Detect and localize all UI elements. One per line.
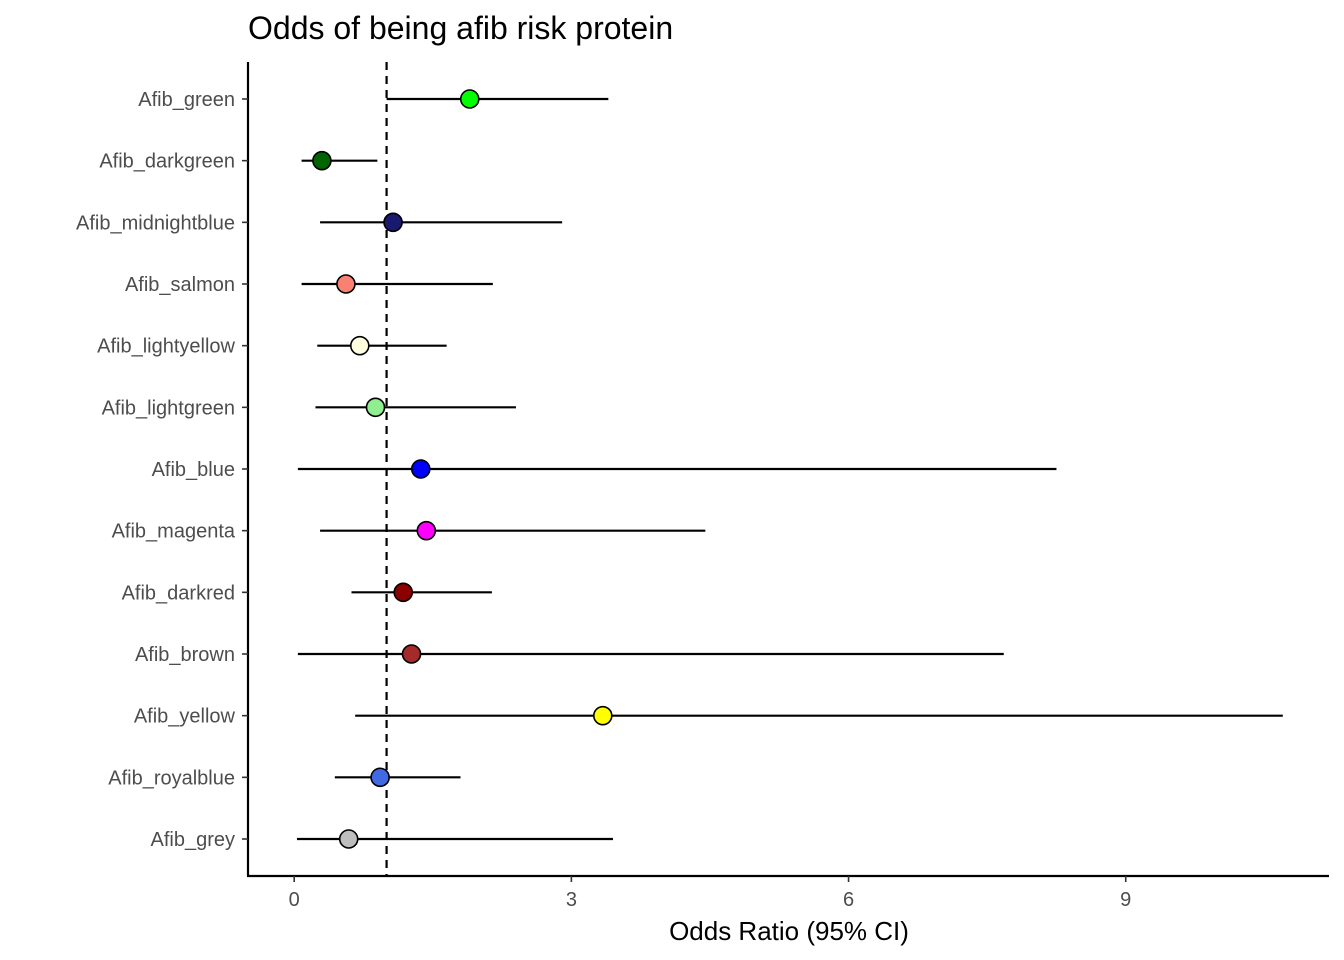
- or-point: [338, 829, 359, 849]
- or-point: [349, 335, 370, 356]
- x-axis-title: Odds Ratio (95% CI): [669, 916, 909, 946]
- x-tick-label: 0: [289, 889, 300, 911]
- or-point: [383, 212, 403, 233]
- x-tick-label: 6: [843, 889, 854, 911]
- chart-title: Odds of being afib risk protein: [248, 10, 673, 46]
- y-tick-label: Afib_brown: [135, 644, 235, 666]
- y-tick-label: Afib_darkgreen: [99, 151, 235, 173]
- y-tick-label: Afib_darkred: [122, 582, 235, 604]
- y-tick-label: Afib_midnightblue: [76, 212, 235, 234]
- or-point: [312, 150, 332, 171]
- or-point: [401, 644, 422, 664]
- or-point: [410, 459, 431, 479]
- or-point: [336, 274, 356, 294]
- y-tick-label: Afib_magenta: [112, 521, 236, 543]
- x-tick-label: 3: [566, 889, 577, 911]
- plot-area: [296, 62, 1283, 876]
- x-axis-ticks: 0 3 6 9: [289, 876, 1131, 911]
- or-point: [592, 705, 613, 726]
- y-tick-label: Afib_salmon: [125, 274, 235, 296]
- y-tick-label: Afib_lightyellow: [97, 336, 235, 358]
- y-tick-label: Afib_lightgreen: [102, 397, 235, 419]
- y-tick-label: Afib_blue: [152, 459, 235, 481]
- y-tick-label: Afib_grey: [151, 829, 236, 851]
- x-tick-label: 9: [1120, 889, 1131, 911]
- or-point: [370, 767, 390, 788]
- or-point: [459, 89, 480, 109]
- y-tick-label: Afib_yellow: [134, 706, 236, 728]
- or-point: [365, 397, 386, 418]
- y-tick-label: Afib_royalblue: [108, 767, 235, 789]
- or-point: [393, 582, 414, 603]
- y-axis-ticks: Afib_green Afib_darkgreen Afib_midnightblu…: [76, 89, 248, 851]
- or-point: [416, 520, 437, 541]
- y-tick-label: Afib_green: [138, 89, 235, 111]
